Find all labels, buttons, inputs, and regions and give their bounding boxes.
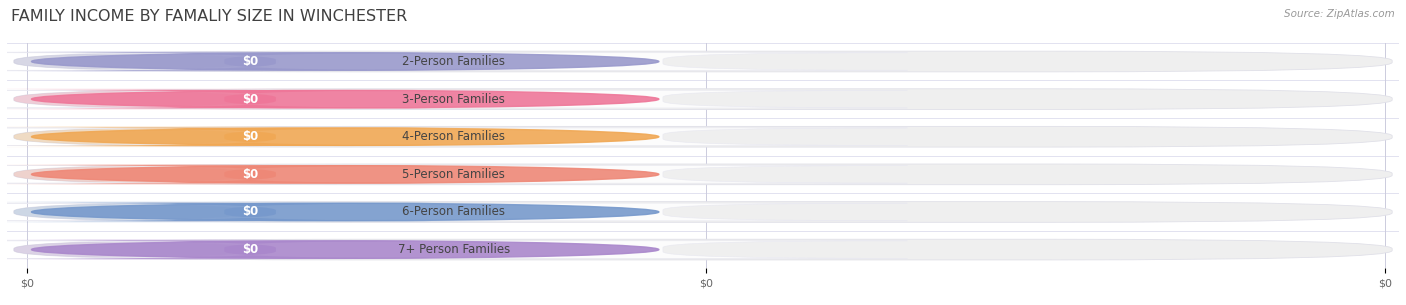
Text: $0: $0 xyxy=(242,93,259,106)
FancyBboxPatch shape xyxy=(0,90,907,108)
Circle shape xyxy=(31,91,659,108)
Text: 6-Person Families: 6-Person Families xyxy=(402,206,505,218)
FancyBboxPatch shape xyxy=(4,165,496,184)
Text: $0: $0 xyxy=(242,130,259,143)
FancyBboxPatch shape xyxy=(0,166,907,183)
Circle shape xyxy=(31,53,659,70)
FancyBboxPatch shape xyxy=(4,127,496,146)
Circle shape xyxy=(31,203,659,221)
Text: $0: $0 xyxy=(242,168,259,181)
Text: Source: ZipAtlas.com: Source: ZipAtlas.com xyxy=(1284,9,1395,19)
FancyBboxPatch shape xyxy=(4,90,496,108)
Text: 5-Person Families: 5-Person Families xyxy=(402,168,505,181)
FancyBboxPatch shape xyxy=(0,89,353,109)
FancyBboxPatch shape xyxy=(0,126,353,147)
Text: $0: $0 xyxy=(242,55,259,68)
FancyBboxPatch shape xyxy=(0,128,907,145)
FancyBboxPatch shape xyxy=(0,202,353,222)
FancyBboxPatch shape xyxy=(4,52,496,71)
Circle shape xyxy=(31,166,659,183)
Text: FAMILY INCOME BY FAMALIY SIZE IN WINCHESTER: FAMILY INCOME BY FAMALIY SIZE IN WINCHES… xyxy=(11,9,408,24)
Text: $0: $0 xyxy=(242,206,259,218)
FancyBboxPatch shape xyxy=(4,240,496,259)
Circle shape xyxy=(31,241,659,258)
Text: 3-Person Families: 3-Person Families xyxy=(402,93,505,106)
Text: 4-Person Families: 4-Person Families xyxy=(402,130,505,143)
FancyBboxPatch shape xyxy=(0,203,907,221)
FancyBboxPatch shape xyxy=(14,51,1392,72)
Text: 2-Person Families: 2-Person Families xyxy=(402,55,505,68)
FancyBboxPatch shape xyxy=(14,126,1392,147)
FancyBboxPatch shape xyxy=(14,202,1392,222)
FancyBboxPatch shape xyxy=(4,203,496,221)
FancyBboxPatch shape xyxy=(14,164,1392,185)
FancyBboxPatch shape xyxy=(0,241,907,258)
FancyBboxPatch shape xyxy=(0,53,907,70)
Text: $0: $0 xyxy=(242,243,259,256)
FancyBboxPatch shape xyxy=(0,239,353,260)
Circle shape xyxy=(31,128,659,145)
FancyBboxPatch shape xyxy=(14,89,1392,109)
Text: 7+ Person Families: 7+ Person Families xyxy=(398,243,510,256)
FancyBboxPatch shape xyxy=(0,51,353,72)
FancyBboxPatch shape xyxy=(14,239,1392,260)
FancyBboxPatch shape xyxy=(0,164,353,185)
